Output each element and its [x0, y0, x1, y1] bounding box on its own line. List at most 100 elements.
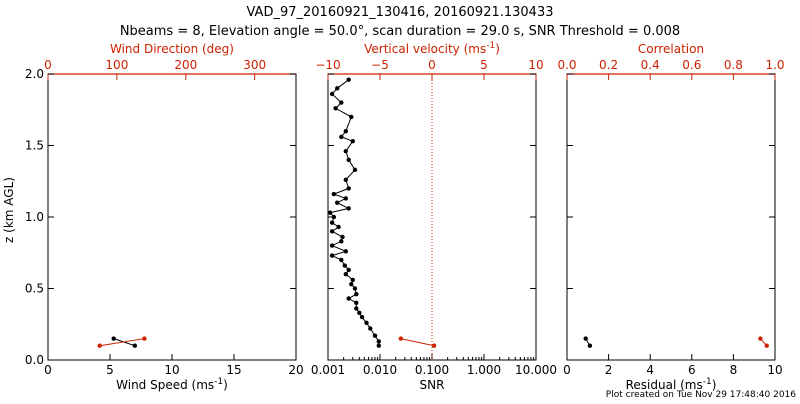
data-point — [343, 149, 348, 154]
top-tick-label: 0.2 — [599, 58, 618, 72]
top-tick-label: 0 — [44, 58, 52, 72]
data-point — [333, 106, 338, 111]
y-tick-label: 1.5 — [25, 139, 44, 153]
bottom-tick-label: 4 — [646, 363, 654, 377]
bottom-tick-label: 10 — [767, 363, 782, 377]
data-point — [352, 286, 358, 291]
data-point — [431, 343, 437, 348]
top-axis-label-text: Correlation — [638, 42, 704, 56]
y-tick-label: 0.5 — [25, 282, 44, 296]
y-tick-label: 1.0 — [25, 210, 44, 224]
data-point — [329, 243, 335, 248]
y-tick-label: 0.0 — [25, 353, 44, 367]
series-vertical-velocity — [398, 336, 437, 348]
data-point — [376, 339, 381, 344]
data-point — [343, 272, 348, 277]
bottom-tick-label: 5 — [106, 363, 114, 377]
data-point — [758, 336, 763, 341]
data-point — [328, 210, 333, 215]
top-tick-label: 0.8 — [724, 58, 743, 72]
bottom-tick-label: 10 — [164, 363, 179, 377]
panel-snr: 0.001 0.010 0.100 1.000 10.000 −10 −5 0 5 10 SNR Ve… — [311, 41, 557, 392]
data-point — [339, 134, 344, 140]
top-axis-label-sup: -1 — [486, 41, 495, 51]
data-point — [364, 320, 369, 325]
data-point — [350, 139, 355, 144]
bottom-tick-label: 1.000 — [467, 363, 501, 377]
series-line — [329, 79, 380, 346]
bottom-axis-label-sup: -1 — [214, 377, 223, 387]
y-tick-label: 2.0 — [25, 67, 44, 81]
data-point — [346, 77, 351, 82]
data-point — [336, 224, 341, 230]
top-axis-label-text: Vertical velocity (ms — [364, 42, 486, 56]
series-correlation — [758, 336, 769, 348]
bottom-tick-label: 0.010 — [363, 363, 397, 377]
data-point — [343, 249, 348, 254]
data-point — [372, 333, 378, 338]
bottom-tick-label: 0 — [44, 363, 52, 377]
series-line — [400, 338, 435, 347]
bottom-axis-label: Residual (ms-1) — [626, 377, 717, 392]
bottom-tick-label: 15 — [226, 363, 241, 377]
top-axis-label: Correlation — [638, 42, 704, 56]
bottom-tick-label: 20 — [288, 363, 303, 377]
series-wind-direction — [97, 336, 147, 348]
top-axis-label-text: Wind Direction (deg) — [110, 42, 234, 56]
data-point — [354, 292, 359, 297]
y-axis-label: z (km AGL) — [2, 177, 16, 243]
bottom-axis-label-text: Residual (ms — [626, 378, 703, 392]
data-point — [331, 214, 337, 220]
data-point — [359, 314, 365, 320]
bottom-axis-label: Wind Speed (ms-1) — [116, 377, 228, 392]
bottom-axis-label-sup: -1 — [703, 377, 712, 387]
bottom-tick-label: 0.001 — [311, 363, 345, 377]
series-snr — [328, 77, 381, 348]
data-point — [132, 343, 137, 348]
data-point — [398, 336, 403, 341]
data-point — [346, 267, 351, 273]
bottom-tick-label: 10.000 — [515, 363, 557, 377]
panel-frame — [566, 73, 776, 361]
data-point — [583, 336, 588, 341]
data-point — [349, 114, 354, 120]
data-point — [343, 196, 348, 201]
top-tick-label: 0 — [428, 58, 436, 72]
top-axis-label-end: ) — [495, 42, 500, 56]
data-point — [340, 234, 345, 240]
panel-frame — [47, 73, 297, 361]
data-point — [354, 300, 359, 305]
top-tick-label: 1.0 — [765, 58, 784, 72]
top-tick-label: 200 — [174, 58, 197, 72]
top-tick-label: 0.0 — [557, 58, 576, 72]
data-point — [343, 129, 348, 134]
data-point — [350, 277, 355, 283]
data-point — [349, 282, 354, 287]
chart-subtitle: Nbeams = 8, Elevation angle = 50.0°, sca… — [120, 24, 680, 39]
bottom-tick-label: 0.100 — [415, 363, 449, 377]
data-point — [329, 91, 335, 97]
data-point — [329, 253, 335, 258]
data-point — [587, 343, 593, 348]
data-point — [339, 100, 344, 105]
data-point — [352, 167, 358, 172]
data-point — [329, 229, 335, 234]
bottom-axis-label-end: ) — [712, 378, 717, 392]
top-tick-label: 300 — [243, 58, 266, 72]
footer-timestamp: Plot created on Tue Nov 29 17:48:40 2016 — [606, 390, 796, 400]
bottom-tick-label: 0 — [563, 363, 571, 377]
series-residual — [583, 336, 593, 348]
data-point — [346, 157, 351, 162]
top-tick-label: 0.4 — [641, 58, 660, 72]
top-tick-label: −10 — [315, 58, 340, 72]
top-tick-label: −5 — [371, 58, 389, 72]
data-point — [376, 343, 381, 348]
bottom-tick-label: 8 — [730, 363, 738, 377]
data-point — [339, 257, 344, 263]
data-point — [335, 200, 340, 205]
top-axis-label: Wind Direction (deg) — [110, 42, 234, 56]
